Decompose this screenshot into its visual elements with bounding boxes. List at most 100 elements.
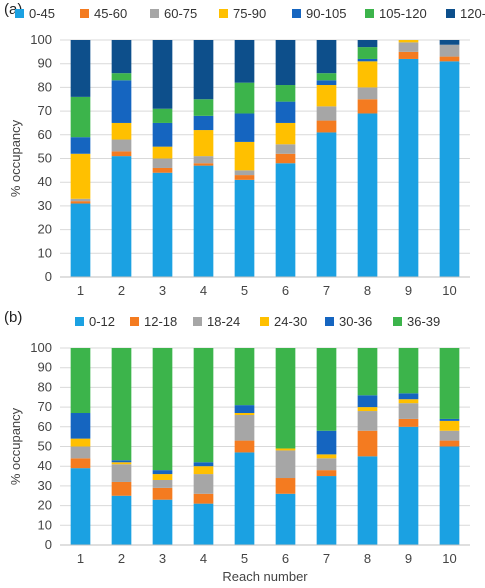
bar-segment bbox=[439, 44, 460, 57]
bar-segment bbox=[275, 40, 296, 86]
bar-segment bbox=[111, 462, 132, 465]
x-tick-label: 6 bbox=[282, 283, 289, 298]
bar-segment bbox=[275, 153, 296, 164]
bar-segment bbox=[152, 474, 173, 480]
y-tick-label: 90 bbox=[38, 56, 52, 71]
bar-segment bbox=[70, 198, 91, 202]
y-tick-label: 70 bbox=[38, 399, 52, 414]
bar-segment bbox=[70, 153, 91, 199]
x-tick-label: 9 bbox=[405, 283, 412, 298]
x-tick-label: 7 bbox=[323, 283, 330, 298]
bar-segment bbox=[70, 468, 91, 545]
bar-segment bbox=[316, 40, 337, 74]
bar-segment bbox=[398, 403, 419, 419]
legend-swatch bbox=[365, 9, 374, 18]
bar-segment bbox=[70, 96, 91, 138]
bar-segment bbox=[152, 146, 173, 159]
bar-segment bbox=[193, 462, 214, 467]
bar-segment bbox=[398, 40, 419, 43]
legend-label: 12-18 bbox=[144, 314, 177, 329]
y-tick-label: 50 bbox=[38, 151, 52, 166]
legend-swatch bbox=[150, 9, 159, 18]
legend-label: 90-105 bbox=[306, 6, 346, 21]
y-tick-label: 60 bbox=[38, 127, 52, 142]
y-axis-label: % occupancy bbox=[8, 407, 23, 485]
bar-segment bbox=[111, 73, 132, 81]
bar-segment bbox=[193, 40, 214, 100]
y-tick-label: 70 bbox=[38, 103, 52, 118]
legend-label: 45-60 bbox=[94, 6, 127, 21]
bar-segment bbox=[398, 51, 419, 59]
bar-segment bbox=[152, 487, 173, 500]
bar-segment bbox=[193, 99, 214, 116]
bar-segment bbox=[152, 122, 173, 147]
bar-segment bbox=[111, 464, 132, 482]
bar-segment bbox=[398, 42, 419, 52]
bar-segment bbox=[316, 73, 337, 81]
bar-segment bbox=[316, 348, 337, 431]
bar-segment bbox=[275, 493, 296, 545]
bar-segment bbox=[398, 426, 419, 545]
bar-segment bbox=[316, 80, 337, 86]
bar-segment bbox=[152, 470, 173, 475]
bar-segment bbox=[111, 460, 132, 463]
legend-swatch bbox=[75, 317, 84, 326]
bar-segment bbox=[152, 40, 173, 109]
legend-swatch bbox=[130, 317, 139, 326]
bar-segment bbox=[316, 454, 337, 459]
bar-segment bbox=[111, 139, 132, 152]
legend-label: 36-39 bbox=[407, 314, 440, 329]
bar-segment bbox=[193, 115, 214, 131]
legend-swatch bbox=[393, 317, 402, 326]
bar-segment bbox=[70, 40, 91, 97]
bar-segment bbox=[193, 156, 214, 164]
bar-segment bbox=[193, 474, 214, 494]
bar-segment bbox=[70, 413, 91, 439]
x-tick-label: 7 bbox=[323, 551, 330, 566]
bar-segment bbox=[357, 61, 378, 88]
bar-segment bbox=[234, 113, 255, 142]
bar-segment bbox=[152, 158, 173, 168]
bar-segment bbox=[234, 440, 255, 453]
y-tick-label: 0 bbox=[45, 537, 52, 552]
bar-segment bbox=[357, 58, 378, 62]
y-tick-label: 30 bbox=[38, 198, 52, 213]
bar-segment bbox=[275, 85, 296, 102]
panel-label: (b) bbox=[4, 309, 22, 326]
bar-segment bbox=[275, 478, 296, 494]
bar-segment bbox=[439, 430, 460, 441]
bar-segment bbox=[193, 493, 214, 504]
bar-segment bbox=[234, 413, 255, 415]
bar-segment bbox=[439, 440, 460, 447]
bar-segment bbox=[111, 348, 132, 461]
bar-segment bbox=[316, 430, 337, 455]
bar-segment bbox=[357, 456, 378, 545]
bar-segment bbox=[111, 80, 132, 123]
x-tick-label: 4 bbox=[200, 551, 207, 566]
bar-segment bbox=[275, 101, 296, 123]
bar-segment bbox=[398, 348, 419, 394]
y-tick-label: 50 bbox=[38, 439, 52, 454]
bar-segment bbox=[439, 61, 460, 277]
x-tick-label: 1 bbox=[77, 551, 84, 566]
bar-segment bbox=[357, 348, 378, 396]
bar-segment bbox=[193, 503, 214, 545]
bar-segment bbox=[193, 130, 214, 157]
y-tick-label: 60 bbox=[38, 419, 52, 434]
legend-swatch bbox=[15, 9, 24, 18]
x-tick-label: 2 bbox=[118, 551, 125, 566]
bar-segment bbox=[357, 40, 378, 48]
bar-segment bbox=[70, 348, 91, 414]
bar-segment bbox=[439, 446, 460, 545]
legend-swatch bbox=[219, 9, 228, 18]
x-tick-label: 5 bbox=[241, 551, 248, 566]
legend-label: 30-36 bbox=[339, 314, 372, 329]
bar-segment bbox=[193, 348, 214, 463]
bar-segment bbox=[439, 40, 460, 45]
legend-swatch bbox=[292, 9, 301, 18]
x-tick-label: 10 bbox=[442, 283, 456, 298]
bar-segment bbox=[275, 450, 296, 479]
bar-segment bbox=[439, 418, 460, 421]
x-tick-label: 1 bbox=[77, 283, 84, 298]
